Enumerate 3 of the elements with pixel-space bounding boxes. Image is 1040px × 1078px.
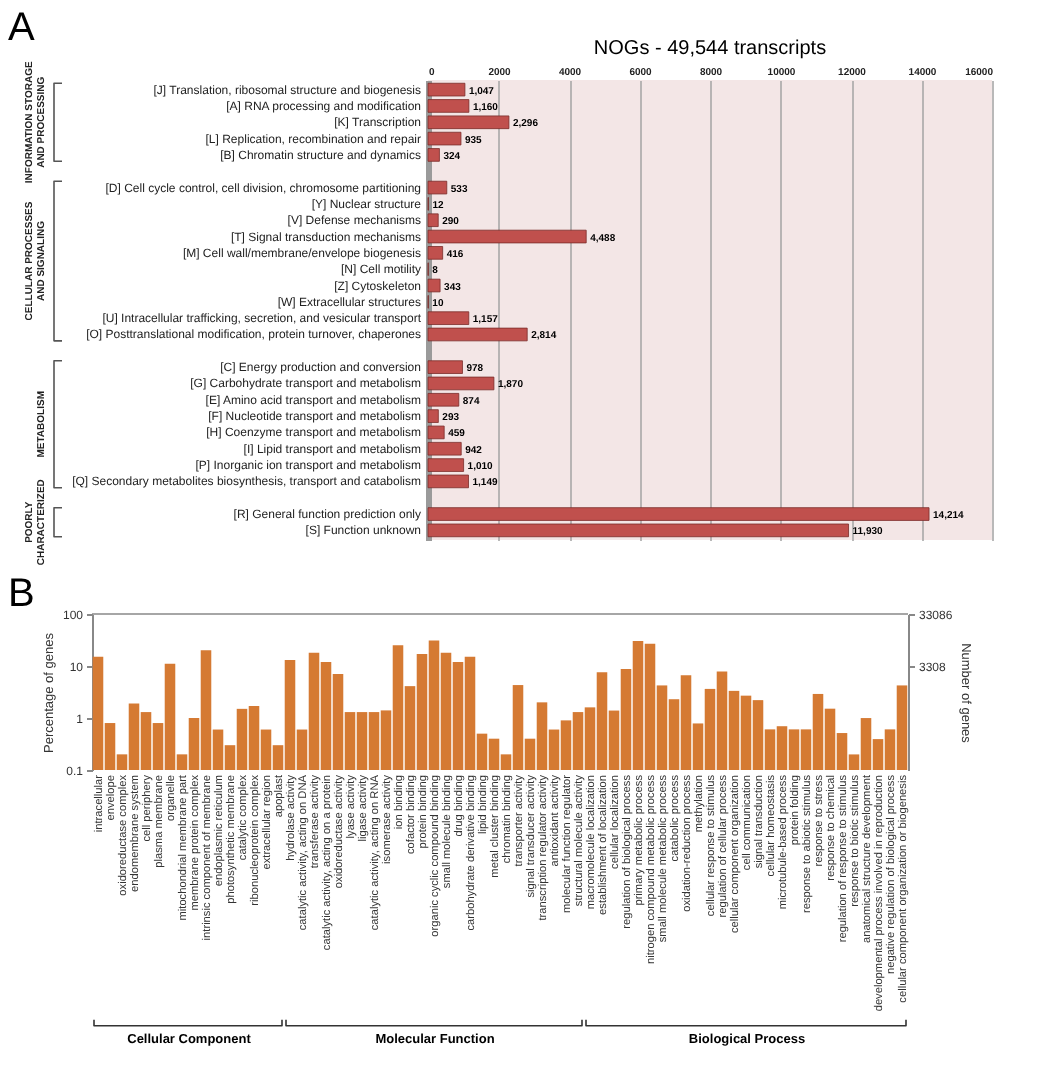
text: A: [8, 6, 36, 50]
text: B: [8, 572, 35, 616]
chart-title: NOGs - 49,544 transcripts: [593, 38, 827, 60]
